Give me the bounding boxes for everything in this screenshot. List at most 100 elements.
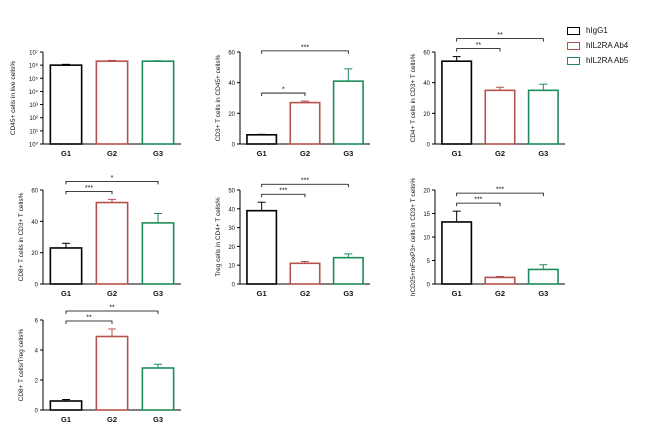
category-label: G3 xyxy=(538,149,548,158)
chart-panel-5: 0 10 20 30 40 50 Treg cells in CD4+ T cells% G1… xyxy=(215,178,370,298)
chart-panel-4: 0 20 40 60 CD8+ T cells in CD3+ T cells% G1 G2… xyxy=(18,175,181,298)
significance-label: * xyxy=(282,87,285,94)
significance-label: ** xyxy=(86,315,92,322)
bar-g1 xyxy=(49,64,83,145)
bar-g2 xyxy=(95,60,129,145)
y-axis-label: Treg cells in CD4+ T cells% xyxy=(215,197,222,277)
y-tick-label: 60 xyxy=(31,189,38,195)
y-tick-label: 10⁶ xyxy=(29,63,39,70)
bar-g3 xyxy=(527,89,559,145)
legend-swatch-ab4 xyxy=(567,41,580,50)
y-tick-label: 40 xyxy=(228,207,235,213)
y-tick-label: 4 xyxy=(35,349,39,355)
y-tick-label: 20 xyxy=(228,112,235,118)
y-tick-label: 60 xyxy=(228,51,235,57)
significance-bracket xyxy=(261,92,306,97)
bar-g2 xyxy=(484,276,516,285)
bar-g3 xyxy=(332,80,364,145)
y-tick-label: 0 xyxy=(232,283,236,289)
bar-g2 xyxy=(289,101,321,145)
category-label: G1 xyxy=(452,149,462,158)
legend-item-ab5: hIL2RA Ab5 xyxy=(567,53,628,68)
significance-label: *** xyxy=(474,197,482,204)
significance-label: *** xyxy=(496,187,504,194)
y-tick-label: 40 xyxy=(423,81,430,87)
y-tick-label: 10³ xyxy=(29,103,38,109)
bar-g3 xyxy=(332,256,364,285)
y-tick-label: 20 xyxy=(423,112,430,118)
y-tick-label: 10 xyxy=(423,236,430,242)
bar-g2 xyxy=(95,201,129,285)
category-label: G2 xyxy=(300,149,310,158)
significance-bracket xyxy=(261,183,349,188)
y-tick-label: 10⁷ xyxy=(29,50,38,57)
bar-g1 xyxy=(246,209,278,285)
bar-g1 xyxy=(49,247,83,285)
significance-bracket xyxy=(65,181,159,185)
category-label: G2 xyxy=(107,415,117,424)
y-tick-label: 6 xyxy=(35,319,39,325)
bar-g3 xyxy=(527,268,559,285)
category-label: G1 xyxy=(61,289,71,298)
significance-bracket xyxy=(65,310,159,314)
y-tick-label: 10¹ xyxy=(29,129,38,135)
y-tick-label: 20 xyxy=(423,189,430,195)
y-tick-label: 2 xyxy=(35,379,39,385)
y-tick-label: 10 xyxy=(228,264,235,270)
category-label: G1 xyxy=(61,149,71,158)
category-label: G3 xyxy=(153,149,163,158)
significance-label: ** xyxy=(497,32,503,39)
bar-g3 xyxy=(141,222,175,285)
significance-label: ** xyxy=(476,42,482,49)
significance-label: *** xyxy=(301,44,309,51)
y-tick-label: 40 xyxy=(31,220,38,226)
significance-bracket xyxy=(65,191,113,195)
category-label: G2 xyxy=(495,149,505,158)
y-tick-label: 60 xyxy=(423,51,430,57)
significance-bracket xyxy=(456,202,501,207)
significance-label: ** xyxy=(109,305,115,312)
significance-bracket xyxy=(65,320,113,324)
category-label: G1 xyxy=(452,289,462,298)
y-tick-label: 50 xyxy=(228,189,235,195)
legend-swatch-higg1 xyxy=(567,26,580,35)
significance-bracket xyxy=(456,48,501,52)
legend-item-higg1: hIgG1 xyxy=(567,23,628,38)
y-tick-label: 40 xyxy=(228,81,235,87)
category-label: G3 xyxy=(343,149,353,158)
legend-swatch-ab5 xyxy=(567,56,580,65)
legend-label-ab4: hIL2RA Ab4 xyxy=(586,41,629,50)
bar-g3 xyxy=(141,367,175,411)
bar-g1 xyxy=(441,221,473,285)
significance-label: *** xyxy=(301,178,309,185)
category-label: G1 xyxy=(257,149,267,158)
category-label: G2 xyxy=(495,289,505,298)
category-label: G3 xyxy=(538,289,548,298)
y-tick-label: 20 xyxy=(228,245,235,251)
y-tick-label: 0 xyxy=(35,409,39,415)
y-tick-label: 10⁴ xyxy=(29,89,39,96)
bar-g2 xyxy=(484,89,516,145)
bar-g3 xyxy=(141,60,175,145)
significance-label: *** xyxy=(279,188,287,195)
category-label: G1 xyxy=(257,289,267,298)
y-tick-label: 0 xyxy=(232,143,236,149)
significance-bracket xyxy=(261,193,306,198)
y-axis-label: CD3+ T cells in CD45+ cells% xyxy=(215,54,222,141)
y-tick-label: 0 xyxy=(427,283,431,289)
significance-label: *** xyxy=(85,185,93,192)
significance-bracket xyxy=(456,192,544,197)
chart-panel-1: 10⁰ 10¹ 10² 10³ 10⁴ 10⁵ 10⁶ 10⁷ CD45+ cells in l… xyxy=(10,50,181,158)
y-axis-label: CD45+ cells in live cells% xyxy=(10,61,17,135)
category-label: G2 xyxy=(107,149,117,158)
y-axis-label: hCD25+mFoxP3+ cells in CD3+ T cells% xyxy=(410,178,417,297)
legend: hIgG1 hIL2RA Ab4 hIL2RA Ab5 xyxy=(567,23,628,68)
legend-label-higg1: hIgG1 xyxy=(586,26,608,35)
bar-g2 xyxy=(95,335,129,411)
chart-panel-3: 0 20 40 60 CD4+ T cells in CD3+ T cells% G1 G2… xyxy=(410,32,565,158)
y-tick-label: 0 xyxy=(35,283,39,289)
bar-g2 xyxy=(289,262,321,285)
chart-panel-7: 0 2 4 6 CD8+ T cells/Treg cells% G1 G2 G3 ** ** xyxy=(18,305,181,424)
category-label: G3 xyxy=(343,289,353,298)
